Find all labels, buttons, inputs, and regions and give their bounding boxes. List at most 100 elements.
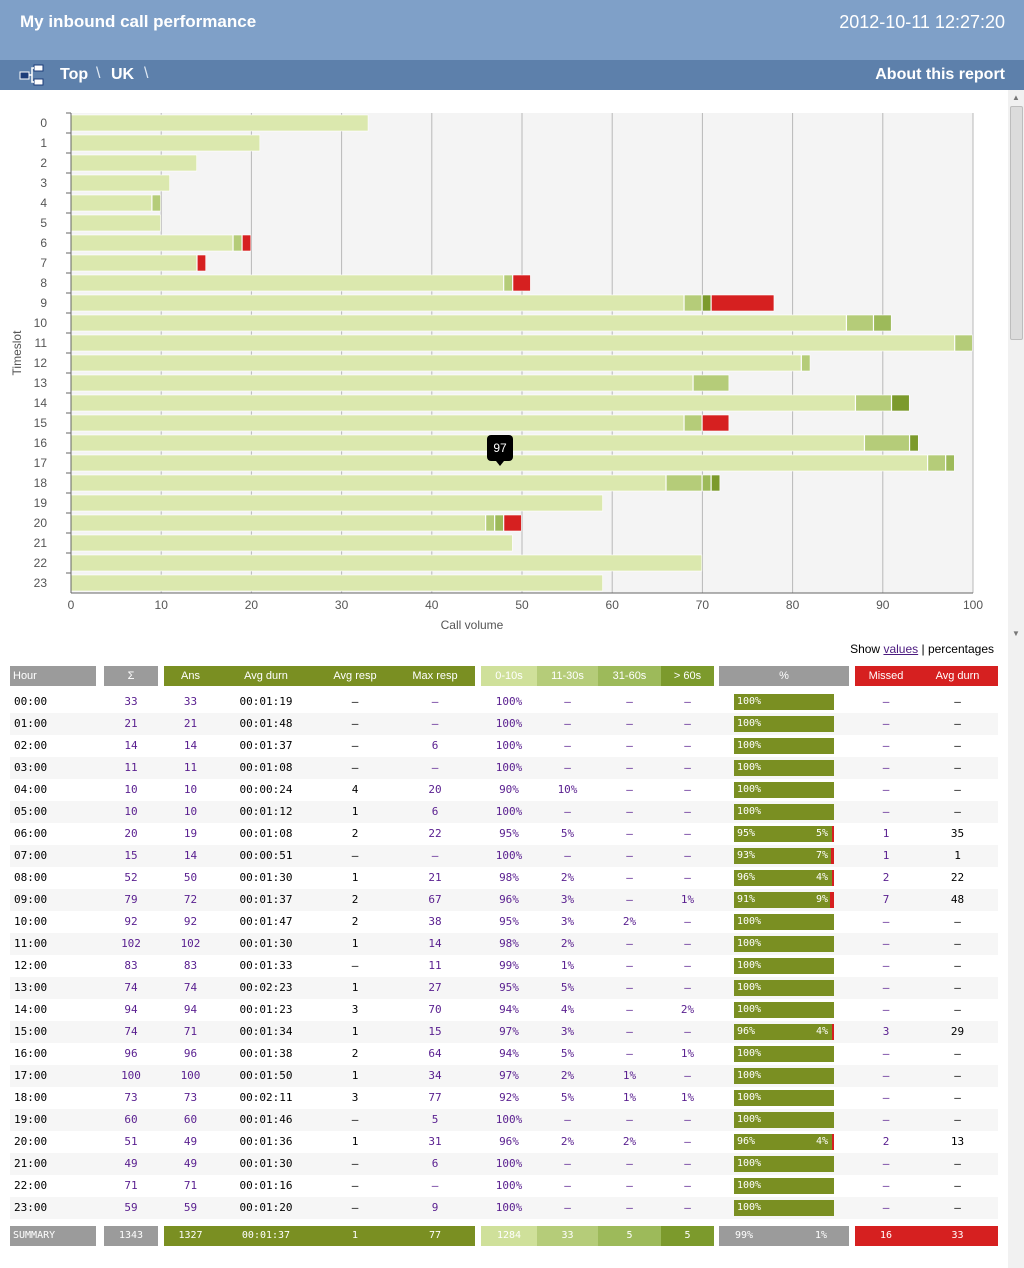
cell-b3: – bbox=[626, 739, 633, 752]
x-tick-label: 60 bbox=[606, 598, 620, 612]
col-missed-avg-durn[interactable]: Avg durn bbox=[917, 666, 998, 686]
cell-aresp: 4 bbox=[351, 783, 359, 796]
col-hour[interactable]: Hour bbox=[10, 666, 96, 686]
col-max-resp[interactable]: Max resp bbox=[395, 666, 475, 686]
cell-b2: – bbox=[564, 739, 571, 752]
cell-mresp: – bbox=[431, 717, 439, 730]
y-tick-label: 15 bbox=[34, 416, 48, 430]
cell-mdurn: 35 bbox=[950, 827, 965, 840]
cell-b4: – bbox=[684, 739, 691, 752]
missed-segment bbox=[831, 826, 834, 842]
cell-total: 74 bbox=[124, 981, 138, 994]
cell-total: 60 bbox=[124, 1113, 138, 1126]
answered-percent: 91% bbox=[737, 894, 756, 905]
crumb-top[interactable]: Top bbox=[60, 66, 89, 83]
col-avg-resp[interactable]: Avg resp bbox=[315, 666, 395, 686]
cell-aresp: – bbox=[351, 1113, 359, 1126]
cell-b3: – bbox=[626, 695, 633, 708]
cell-b1: 100% bbox=[495, 1113, 523, 1126]
bar-11-30s bbox=[233, 234, 243, 252]
cell-aresp: – bbox=[351, 1201, 359, 1214]
cell-b2: 4% bbox=[560, 1003, 575, 1016]
cell-b4: – bbox=[684, 761, 691, 774]
cell-b1: 96% bbox=[499, 1135, 519, 1148]
table-row: 02:00 14 14 00:01:37 – 6 100% – – – – – 100% bbox=[10, 735, 998, 757]
cell-mdurn: – bbox=[954, 739, 961, 752]
cell-b1: 95% bbox=[499, 915, 519, 928]
col-over-60s[interactable]: > 60s bbox=[661, 666, 714, 686]
bar-0-10s bbox=[70, 254, 197, 272]
table-row: 12:00 83 83 00:01:33 – 11 99% 1% – – – – 100% bbox=[10, 955, 998, 977]
cell-hour: 23:00 bbox=[14, 1201, 48, 1214]
answered-percent: 100% bbox=[737, 1004, 762, 1015]
answered-percent: 100% bbox=[737, 916, 762, 927]
show-values-link[interactable]: values bbox=[883, 642, 919, 656]
cell-b4: – bbox=[684, 871, 691, 884]
scroll-up-arrow[interactable]: ▲ bbox=[1012, 93, 1020, 102]
col-avg-durn[interactable]: Avg durn bbox=[217, 666, 315, 686]
about-report-link[interactable]: About this report bbox=[875, 66, 1005, 83]
missed-segment bbox=[832, 870, 834, 886]
cell-b4: 2% bbox=[680, 1003, 695, 1016]
hierarchy-icon[interactable] bbox=[19, 64, 45, 86]
cell-ans: 49 bbox=[183, 1157, 198, 1170]
cell-b4: – bbox=[684, 695, 691, 708]
cell-b1: 94% bbox=[499, 1047, 519, 1060]
y-tick-label: 14 bbox=[34, 396, 48, 410]
answered-percent: 96% bbox=[737, 1026, 756, 1037]
summary-31-60s: 5 bbox=[598, 1226, 661, 1246]
cell-b3: – bbox=[626, 1179, 633, 1192]
crumb-separator: \ bbox=[144, 65, 149, 82]
y-tick-label: 13 bbox=[34, 376, 48, 390]
cell-mresp: – bbox=[431, 695, 439, 708]
answered-percent: 100% bbox=[737, 982, 762, 993]
breadcrumb: Top \ UK \ About this report bbox=[0, 60, 1024, 90]
crumb-uk[interactable]: UK bbox=[111, 66, 135, 83]
cell-b4: – bbox=[684, 717, 691, 730]
cell-mdurn: – bbox=[954, 959, 961, 972]
cell-b3: – bbox=[626, 893, 633, 906]
x-tick-label: 70 bbox=[696, 598, 710, 612]
cell-ans: 71 bbox=[183, 1179, 198, 1192]
y-tick-label: 0 bbox=[40, 116, 47, 130]
cell-mdurn: – bbox=[954, 1113, 961, 1126]
col-answered[interactable]: Ans bbox=[164, 666, 217, 686]
bar-0-10s bbox=[70, 374, 694, 392]
summary-missed-durn: 33 bbox=[917, 1226, 998, 1246]
bar-0-10s bbox=[70, 354, 802, 372]
col-total[interactable]: Σ bbox=[104, 666, 158, 686]
table-row: 08:00 52 50 00:01:30 1 21 98% 2% – –2 22 96% 4% bbox=[10, 867, 998, 889]
y-tick-label: 11 bbox=[35, 336, 48, 350]
cell-hour: 13:00 bbox=[14, 981, 48, 994]
cell-mresp: 6 bbox=[431, 739, 439, 752]
col-missed[interactable]: Missed bbox=[855, 666, 917, 686]
cell-durn: 00:01:30 bbox=[239, 871, 293, 884]
answered-percent-bar: 100% bbox=[734, 782, 834, 798]
cell-total: 71 bbox=[124, 1179, 138, 1192]
cell-mresp: 67 bbox=[428, 893, 442, 906]
col-percent[interactable]: % bbox=[719, 666, 849, 686]
scroll-thumb[interactable] bbox=[1010, 106, 1023, 340]
x-tick-label: 50 bbox=[515, 598, 529, 612]
col-31-60s[interactable]: 31-60s bbox=[598, 666, 661, 686]
col-0-10s[interactable]: 0-10s bbox=[481, 666, 537, 686]
cell-b3: – bbox=[626, 761, 633, 774]
answered-percent-bar: 100% bbox=[734, 1090, 834, 1106]
cell-total: 51 bbox=[124, 1135, 138, 1148]
cell-durn: 00:01:33 bbox=[239, 959, 293, 972]
cell-aresp: 1 bbox=[351, 981, 359, 994]
cell-b3: – bbox=[626, 937, 633, 950]
bar-11-30s bbox=[684, 414, 703, 432]
cell-total: 10 bbox=[124, 805, 138, 818]
cell-b2: 2% bbox=[560, 937, 575, 950]
bar-missed bbox=[503, 514, 522, 532]
y-tick-label: 19 bbox=[34, 496, 48, 510]
answered-percent: 100% bbox=[737, 938, 762, 949]
vertical-scrollbar[interactable]: ▲ ▼ bbox=[1008, 90, 1024, 1268]
scroll-down-arrow[interactable]: ▼ bbox=[1012, 629, 1020, 638]
cell-ans: 59 bbox=[183, 1201, 198, 1214]
cell-hour: 10:00 bbox=[14, 915, 48, 928]
col-11-30s[interactable]: 11-30s bbox=[537, 666, 598, 686]
cell-missed: 2 bbox=[882, 871, 890, 884]
cell-missed: – bbox=[882, 1047, 890, 1060]
